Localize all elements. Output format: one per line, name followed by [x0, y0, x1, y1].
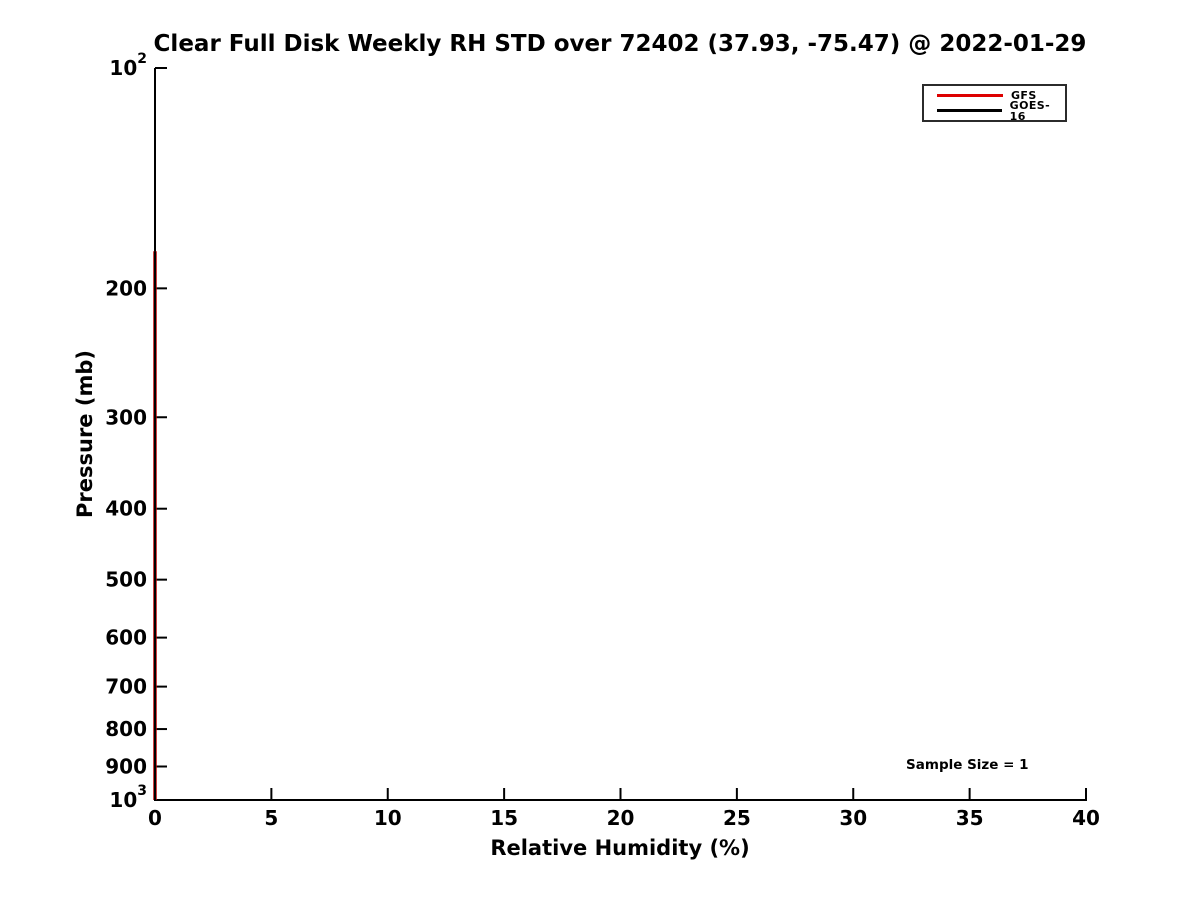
y-tick-label: 300: [105, 405, 147, 429]
y-tick-label: 700: [105, 675, 147, 699]
x-tick-label: 30: [839, 806, 867, 830]
x-tick-label: 20: [607, 806, 635, 830]
legend: GFS GOES-16: [922, 84, 1067, 122]
x-tick-label: 25: [723, 806, 751, 830]
legend-item-goes16: GOES-16: [937, 100, 1065, 122]
y-tick-label: 102: [109, 51, 147, 80]
y-axis-label: Pressure (mb): [73, 350, 97, 518]
gfs-line-swatch: [937, 94, 1003, 97]
x-tick-label: 15: [490, 806, 518, 830]
y-tick-label: 400: [105, 497, 147, 521]
chart-title: Clear Full Disk Weekly RH STD over 72402…: [153, 31, 1087, 57]
sample-size-annotation: Sample Size = 1: [906, 756, 1029, 773]
legend-label-goes16: GOES-16: [1009, 98, 1051, 123]
y-tick-label: 900: [105, 755, 147, 779]
legend-label-gfs: GFS: [1011, 89, 1037, 102]
x-axis-label: Relative Humidity (%): [490, 836, 750, 860]
x-tick-label: 40: [1072, 806, 1100, 830]
y-tick-label: 800: [105, 717, 147, 741]
y-tick-label: 103: [109, 783, 147, 812]
x-tick-label: 35: [956, 806, 984, 830]
y-tick-label: 500: [105, 568, 147, 592]
x-tick-label: 10: [374, 806, 402, 830]
y-tick-label: 600: [105, 626, 147, 650]
x-tick-label: 0: [148, 806, 162, 830]
legend-item-gfs: GFS: [937, 90, 1065, 101]
x-tick-label: 5: [264, 806, 278, 830]
y-tick-label: 200: [105, 276, 147, 300]
goes16-line-swatch: [937, 109, 1002, 112]
